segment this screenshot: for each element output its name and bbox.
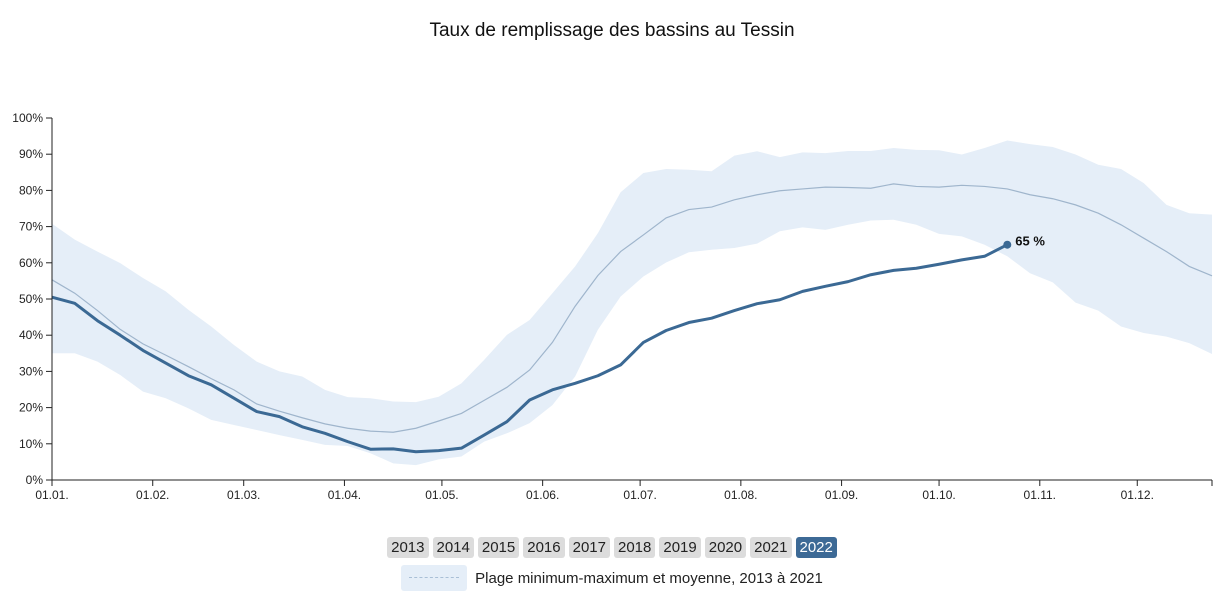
year-selector: 2013 2014 2015 2016 2017 2018 2019 2020 2021 2022 bbox=[0, 537, 1224, 558]
y-tick: 70% bbox=[19, 220, 52, 234]
x-tick: 01.03. bbox=[227, 480, 260, 502]
x-tick: 01.11. bbox=[1024, 480, 1056, 502]
year-button-2014[interactable]: 2014 bbox=[432, 537, 474, 558]
x-tick-label: 01.05. bbox=[425, 488, 458, 502]
y-tick-label: 0% bbox=[26, 473, 44, 487]
year-button-2015[interactable]: 2015 bbox=[477, 537, 520, 558]
year-button-2017[interactable]: 2017 bbox=[568, 537, 610, 558]
band-legend-swatch bbox=[401, 565, 468, 591]
y-tick-label: 20% bbox=[19, 401, 43, 415]
x-tick-label: 01.02. bbox=[136, 488, 169, 502]
year-button-2021[interactable]: 2021 bbox=[750, 537, 792, 558]
last-value-point bbox=[1003, 240, 1012, 249]
y-tick: 30% bbox=[19, 364, 52, 378]
y-tick: 100% bbox=[12, 111, 52, 125]
band-legend-label: Plage minimum-maximum et moyenne, 2013 à… bbox=[475, 569, 823, 587]
x-tick: 01.06. bbox=[526, 480, 559, 502]
y-tick-label: 70% bbox=[19, 220, 43, 234]
x-tick-label: 01.03. bbox=[227, 488, 260, 502]
x-tick: 01.10. bbox=[922, 480, 956, 502]
y-tick-label: 100% bbox=[12, 111, 43, 125]
x-tick-label: 01.10. bbox=[922, 488, 955, 502]
year-button-2022[interactable]: 2022 bbox=[795, 537, 837, 558]
x-tick: 01.05. bbox=[425, 480, 459, 502]
y-tick: 40% bbox=[19, 328, 52, 342]
series-line-2022 bbox=[51, 243, 1008, 454]
x-tick: 01.09. bbox=[825, 480, 858, 502]
x-tick-label: 01.08. bbox=[724, 488, 757, 502]
chart: 65 % 0% 10% 20% 30% 40% 50% 60% 70% 80% 90% 100% 01.… bbox=[12, 111, 1213, 502]
y-tick-label: 80% bbox=[19, 183, 43, 197]
x-tick-label: 01.12. bbox=[1121, 488, 1154, 502]
x-tick: 01.08. bbox=[724, 480, 758, 502]
y-tick: 80% bbox=[19, 183, 52, 197]
y-tick: 90% bbox=[19, 147, 52, 161]
last-value-label: 65 % bbox=[1015, 234, 1045, 249]
chart-title: Taux de remplissage des bassins au Tessi… bbox=[429, 20, 795, 41]
y-tick: 50% bbox=[19, 292, 52, 306]
year-button-2016[interactable]: 2016 bbox=[523, 537, 565, 558]
min-max-band bbox=[52, 140, 1212, 466]
y-tick-label: 10% bbox=[19, 437, 43, 451]
y-tick-label: 50% bbox=[19, 292, 43, 306]
x-tick-label: 01.01. bbox=[35, 488, 68, 502]
x-tick: 01.12. bbox=[1121, 480, 1154, 502]
year-button-2013[interactable]: 2013 bbox=[387, 537, 429, 558]
x-tick: 01.01. bbox=[35, 480, 69, 502]
x-tick-label: 01.09. bbox=[825, 488, 858, 502]
x-tick-label: 01.06. bbox=[526, 488, 559, 502]
y-tick: 0% bbox=[26, 473, 52, 487]
y-tick-label: 90% bbox=[19, 147, 43, 161]
mean-line bbox=[51, 183, 1213, 433]
x-tick-label: 01.07. bbox=[623, 488, 656, 502]
x-tick: 01.07. bbox=[623, 480, 657, 502]
year-button-2019[interactable]: 2019 bbox=[659, 537, 701, 558]
x-tick: 01.04. bbox=[328, 480, 361, 502]
x-tick-label: 01.11. bbox=[1024, 488, 1056, 502]
y-tick: 20% bbox=[19, 401, 52, 415]
y-tick-label: 40% bbox=[19, 328, 43, 342]
band-legend: Plage minimum-maximum et moyenne, 2013 à… bbox=[0, 565, 1224, 591]
x-tick-label: 01.04. bbox=[328, 488, 361, 502]
x-tick: 01.02. bbox=[136, 480, 169, 502]
y-tick-label: 60% bbox=[19, 256, 43, 270]
year-button-2018[interactable]: 2018 bbox=[614, 537, 656, 558]
y-tick: 10% bbox=[19, 437, 52, 451]
year-button-2020[interactable]: 2020 bbox=[704, 537, 747, 558]
y-tick: 60% bbox=[19, 256, 52, 270]
y-tick-label: 30% bbox=[19, 364, 43, 378]
